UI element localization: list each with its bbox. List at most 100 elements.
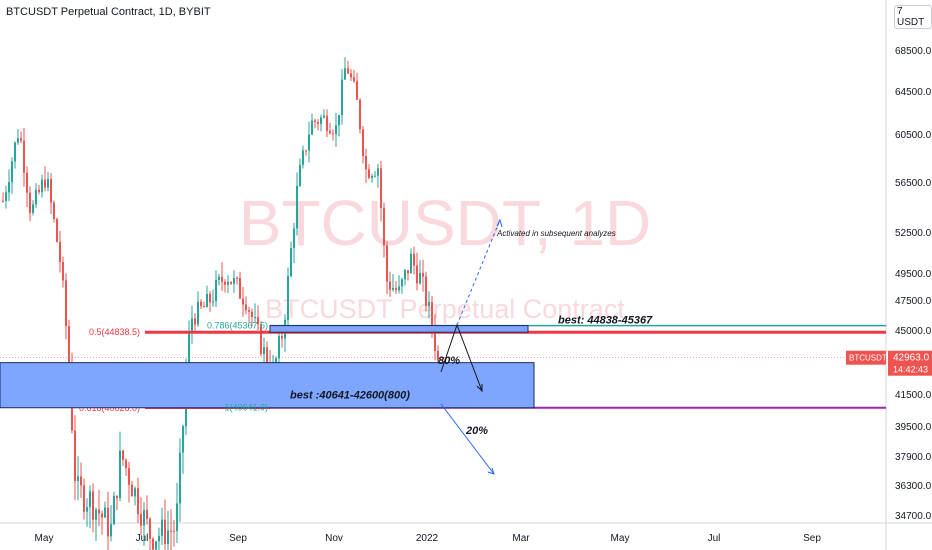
candle-body	[209, 293, 211, 303]
candle-body	[293, 228, 295, 248]
candle-body	[116, 495, 118, 498]
candle-body	[386, 245, 388, 282]
candle-body	[194, 318, 196, 325]
candle-body	[323, 115, 325, 118]
candle-body	[254, 317, 256, 319]
candle-body	[203, 306, 205, 308]
last-price-countdown: 14:42:43	[893, 365, 928, 375]
candle-body	[155, 541, 157, 550]
candle-body	[158, 535, 160, 542]
candle-body	[404, 270, 406, 280]
candle-body	[374, 175, 376, 177]
candle-body	[263, 347, 265, 355]
candle-body	[344, 68, 346, 80]
candle-body	[68, 326, 70, 366]
scenario-80-arrowhead	[476, 384, 483, 393]
last-price-box	[888, 350, 932, 376]
candle-body	[338, 115, 340, 126]
candle-body	[341, 79, 343, 116]
candle-body	[188, 332, 190, 377]
candle-body	[335, 125, 337, 135]
candle-body	[221, 276, 223, 282]
candle-body	[77, 476, 79, 482]
price-tick-label: 49500.0	[895, 269, 932, 280]
candle-body	[113, 495, 115, 525]
candle-body	[266, 347, 268, 367]
candle-body	[50, 178, 52, 203]
fib-label-1: 1(40641.0)	[224, 403, 268, 413]
zone-lower-label: best :40641-42600(800)	[290, 390, 410, 402]
candle-body	[218, 276, 220, 280]
time-tick-label: Jul	[136, 533, 149, 544]
candle-body	[239, 278, 241, 299]
candle-body	[191, 318, 193, 333]
candle-body	[74, 430, 76, 482]
price-tick-label: 60500.0	[895, 130, 932, 141]
candle-body	[233, 277, 235, 284]
scenario-20-path	[440, 403, 495, 475]
time-tick-label: May	[35, 533, 54, 544]
candle-body	[308, 134, 310, 151]
candle-body	[92, 491, 94, 520]
candle-body	[296, 185, 298, 229]
candle-body	[212, 301, 214, 303]
currency-badge[interactable]: 7 USDT	[894, 5, 932, 29]
candle-body	[206, 293, 208, 308]
candle-body	[89, 491, 91, 508]
candle-body	[56, 218, 58, 242]
candle-body	[236, 277, 238, 279]
candle-body	[95, 509, 97, 520]
fib-label-0.786: 0.786(45367.5)	[207, 321, 268, 331]
candle-body	[230, 281, 232, 284]
scenario-20-arrowhead	[487, 467, 495, 475]
candle-body	[149, 518, 151, 539]
zone-upper	[269, 325, 529, 333]
candle-body	[389, 281, 391, 290]
watermark-subtitle: BTCUSDT Perpetual Contract	[265, 294, 625, 324]
candle-body	[227, 281, 229, 285]
candle-body	[11, 161, 13, 183]
candle-body	[392, 287, 394, 290]
price-tick-label: 64500.0	[895, 87, 932, 98]
candle-body	[383, 207, 385, 246]
candle-body	[164, 519, 166, 545]
candle-body	[305, 150, 307, 152]
candle-body	[29, 192, 31, 213]
candle-body	[125, 459, 127, 469]
candle-body	[224, 281, 226, 285]
candle-body	[146, 509, 148, 519]
candle-body	[251, 311, 253, 318]
candle-body	[437, 350, 439, 361]
candle-body	[260, 324, 262, 355]
candle-body	[41, 179, 43, 193]
candle-body	[413, 253, 415, 266]
candle-body	[197, 301, 199, 325]
candle-body	[20, 138, 22, 141]
fib-label-0.5: 0.5(44838.5)	[89, 327, 140, 337]
candle-body	[248, 310, 250, 312]
candle-body	[17, 138, 19, 143]
candle-body	[416, 265, 418, 284]
candle-body	[311, 120, 313, 135]
candle-body	[356, 81, 358, 100]
candle-body	[2, 200, 4, 202]
candle-body	[104, 507, 106, 518]
candle-body	[53, 202, 55, 219]
candle-body	[371, 175, 373, 178]
candle-body	[353, 77, 355, 82]
candle-body	[200, 301, 202, 307]
candle-body	[410, 253, 412, 274]
candle-body	[329, 130, 331, 134]
candle-body	[26, 172, 28, 193]
price-tick-label: 56500.0	[895, 178, 932, 189]
candle-body	[62, 261, 64, 281]
candle-body	[182, 426, 184, 453]
last-price-value: 42963.0	[893, 353, 930, 364]
candle-body	[35, 189, 37, 205]
candle-body	[380, 168, 382, 208]
candle-body	[326, 115, 328, 131]
candle-body	[245, 304, 247, 311]
last-price-symbol: BTCUSDT	[849, 354, 887, 363]
